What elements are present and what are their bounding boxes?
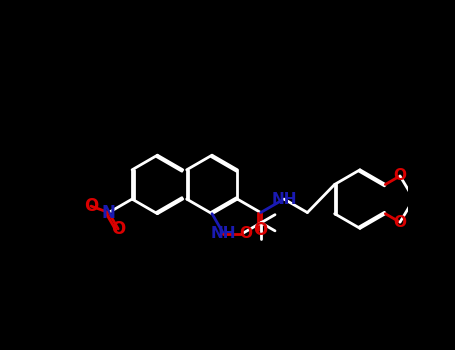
Text: N: N [102, 204, 116, 222]
Text: O: O [239, 226, 252, 241]
Text: O: O [84, 197, 98, 215]
Text: O: O [394, 168, 406, 183]
Text: NH: NH [271, 191, 297, 206]
Text: O: O [111, 220, 125, 238]
Text: NH: NH [211, 226, 236, 241]
Text: O: O [394, 215, 406, 230]
Text: O: O [253, 221, 268, 239]
